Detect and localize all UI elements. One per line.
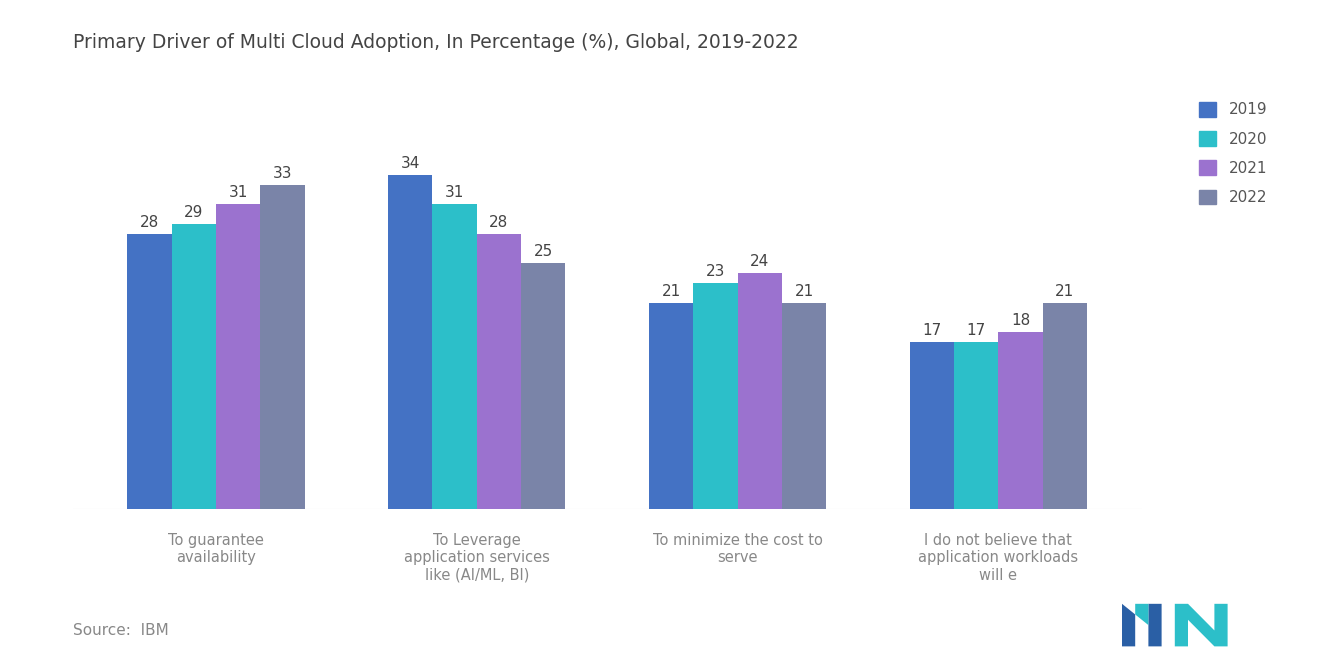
Text: 25: 25 [533,244,553,259]
Text: 21: 21 [661,284,681,299]
Polygon shape [1122,604,1162,646]
Bar [1043,303,1088,509]
Bar [781,303,826,509]
Text: 17: 17 [966,323,986,338]
Text: 18: 18 [1011,313,1030,328]
Bar [738,273,781,509]
Text: Primary Driver of Multi Cloud Adoption, In Percentage (%), Global, 2019-2022: Primary Driver of Multi Cloud Adoption, … [73,33,799,53]
Text: 31: 31 [228,186,248,200]
Bar [521,263,565,509]
Bar [260,185,305,509]
Legend: 2019, 2020, 2021, 2022: 2019, 2020, 2021, 2022 [1193,96,1274,211]
Polygon shape [1135,604,1148,625]
Text: 21: 21 [1055,284,1074,299]
Bar [954,342,998,509]
Bar [127,234,172,509]
Text: 29: 29 [185,205,203,220]
Bar [693,283,738,509]
Bar [909,342,954,509]
Bar [216,204,260,509]
Text: 28: 28 [490,215,508,230]
Text: Source:  IBM: Source: IBM [73,623,169,638]
Text: 23: 23 [706,264,725,279]
Text: 28: 28 [140,215,160,230]
Text: 31: 31 [445,186,465,200]
Polygon shape [1175,604,1228,646]
Text: 21: 21 [795,284,813,299]
Text: 17: 17 [923,323,941,338]
Bar [477,234,521,509]
Bar [172,224,216,509]
Text: 33: 33 [273,166,292,181]
Bar [998,332,1043,509]
Text: 34: 34 [401,156,420,171]
Text: 24: 24 [750,254,770,269]
Bar [649,303,693,509]
Bar [388,175,433,509]
Bar [433,204,477,509]
